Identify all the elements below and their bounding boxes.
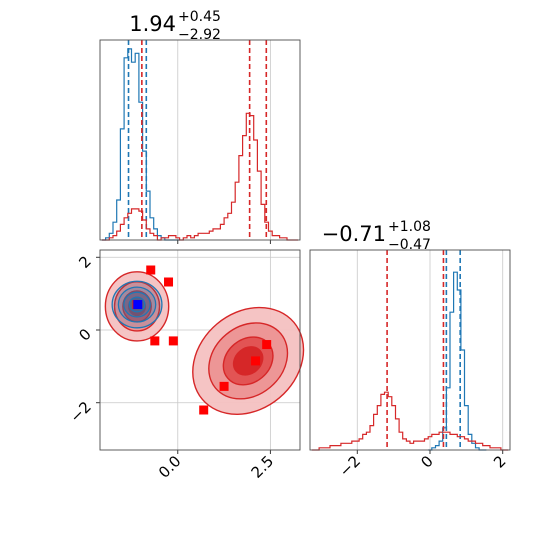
joint-xtick-label-0: 0.0 (155, 452, 185, 482)
joint-panel-frame (99, 249, 301, 451)
right-hist-series-0 (428, 271, 487, 451)
top-panel-title-value: 1.94 (129, 12, 176, 36)
top-hist-series-1 (101, 112, 299, 241)
right-xtick-label-2: 2 (490, 452, 509, 471)
joint-ytick-label-2: −2 (66, 398, 94, 426)
red-marker-7 (219, 381, 229, 391)
red-marker-4 (168, 336, 178, 346)
red-marker-3 (150, 336, 160, 346)
right-xtick-label-0: −2 (336, 452, 364, 480)
right-panel-title-value: −0.71 (322, 222, 386, 246)
marginal-histogram-x-panel: 1.94 +0.45 −2.92 (99, 9, 301, 244)
red-marker-1 (164, 277, 174, 287)
right-hist-series-1 (311, 391, 509, 451)
top-panel-frame (99, 39, 301, 241)
red-marker-6 (262, 340, 272, 350)
right-panel-frame (309, 249, 511, 451)
top-panel-title-lower: −2.92 (178, 27, 221, 43)
red-marker-5 (251, 356, 261, 366)
joint-contour-panel: 0.0 2.5 2 0 −2 (66, 249, 305, 482)
right-panel-title-upper: +1.08 (388, 219, 431, 235)
right-xtick-label-1: 0 (417, 452, 436, 471)
marginal-histogram-y-panel: −2 0 2 −0.71 +1.08 −0.47 (309, 219, 511, 480)
red-marker-8 (199, 405, 209, 415)
joint-ytick-label-0: 2 (75, 252, 94, 271)
top-panel-title-upper: +0.45 (178, 9, 221, 25)
red-density-lower-level-3 (232, 346, 264, 376)
top-hist-series-0 (101, 48, 180, 241)
joint-xtick-label-1: 2.5 (248, 452, 278, 482)
right-panel-title-lower: −0.47 (388, 237, 431, 253)
joint-ytick-label-1: 0 (75, 325, 94, 344)
red-marker-0 (146, 265, 156, 275)
blue-marker (133, 300, 143, 310)
